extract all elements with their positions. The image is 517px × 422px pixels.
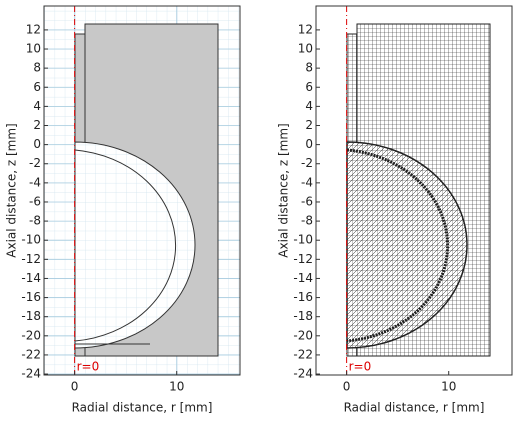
y-tick-label: -8 — [301, 214, 313, 228]
annotation: r=0 — [349, 360, 372, 374]
x-tick-label: 10 — [441, 380, 456, 394]
y-tick-label: -18 — [21, 309, 41, 323]
y-tick-label: -6 — [301, 194, 313, 208]
y-tick-label: 10 — [26, 42, 41, 56]
panel: r=0-24-22-20-18-16-14-12-10-8-6-4-202468… — [277, 5, 513, 415]
panel: r=0-24-22-20-18-16-14-12-10-8-6-4-202468… — [5, 5, 241, 415]
y-tick-label: -12 — [21, 252, 41, 266]
y-tick-label: 8 — [33, 61, 41, 75]
y-axis-label: Axial distance, z [mm] — [277, 123, 291, 257]
y-tick-label: -14 — [21, 271, 41, 285]
frame — [43, 5, 241, 376]
y-tick-label: -2 — [29, 156, 41, 170]
x-tick-label: 0 — [343, 380, 351, 394]
y-tick-label: -4 — [29, 175, 41, 189]
y-tick-label: 6 — [33, 80, 41, 94]
y-tick-label: 2 — [33, 118, 41, 132]
y-tick-label: -4 — [301, 175, 313, 189]
y-tick-label: -10 — [293, 233, 313, 247]
y-tick-label: -10 — [21, 233, 41, 247]
y-tick-label: 6 — [305, 80, 313, 94]
y-axis-label: Axial distance, z [mm] — [5, 123, 19, 257]
frame — [315, 5, 513, 376]
y-tick-label: -14 — [293, 271, 313, 285]
y-tick-label: 0 — [305, 137, 313, 151]
geometry — [345, 22, 492, 358]
y-tick-label: 4 — [33, 99, 41, 113]
y-tick-label: -8 — [29, 214, 41, 228]
y-tick-label: -20 — [21, 328, 41, 342]
y-tick-label: -24 — [21, 367, 41, 381]
x-tick-label: 0 — [71, 380, 79, 394]
y-tick-label: 8 — [305, 61, 313, 75]
y-tick-label: -2 — [301, 156, 313, 170]
y-tick-label: -12 — [293, 252, 313, 266]
x-axis-label: Radial distance, r [mm] — [344, 401, 485, 415]
y-tick-label: 2 — [305, 118, 313, 132]
x-tick-label: 10 — [169, 380, 184, 394]
y-tick-label: -22 — [293, 347, 313, 361]
geometry — [74, 23, 219, 357]
annotation: r=0 — [77, 360, 100, 374]
y-tick-label: -16 — [293, 290, 313, 304]
y-tick-label: 12 — [298, 22, 313, 36]
y-tick-label: -24 — [293, 367, 313, 381]
y-tick-label: 4 — [305, 99, 313, 113]
y-tick-label: -22 — [21, 347, 41, 361]
x-axis-label: Radial distance, r [mm] — [72, 401, 213, 415]
y-tick-label: 0 — [33, 137, 41, 151]
y-tick-label: -6 — [29, 194, 41, 208]
y-tick-label: 10 — [298, 42, 313, 56]
y-tick-label: -20 — [293, 328, 313, 342]
y-tick-label: 12 — [26, 22, 41, 36]
y-tick-label: -16 — [21, 290, 41, 304]
y-tick-label: -18 — [293, 309, 313, 323]
